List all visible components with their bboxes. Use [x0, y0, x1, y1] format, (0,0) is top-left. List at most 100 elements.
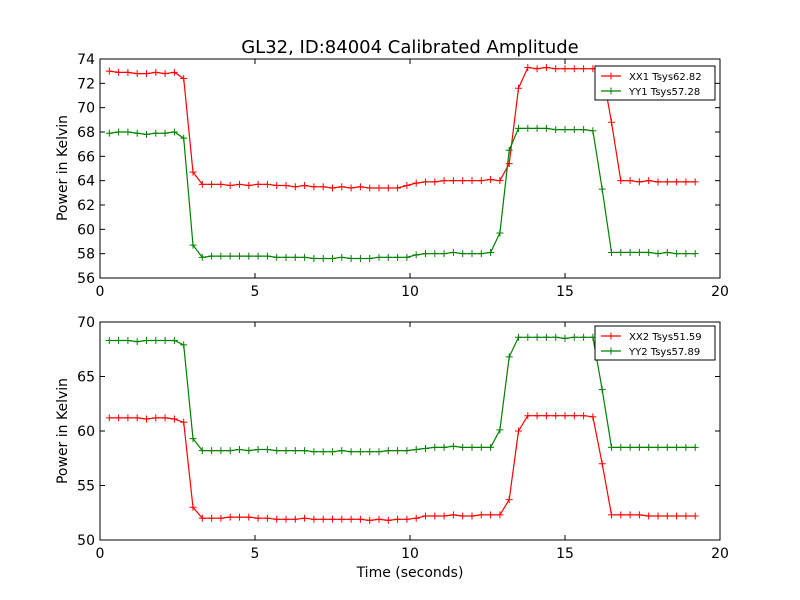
data-point-marker	[180, 74, 188, 82]
data-point-marker	[617, 177, 625, 185]
data-point-marker	[310, 515, 318, 523]
data-point-marker	[133, 414, 141, 422]
data-point-marker	[542, 124, 550, 132]
data-point-marker	[394, 253, 402, 261]
data-point-marker	[356, 183, 364, 191]
data-point-marker	[515, 333, 522, 341]
data-point-marker	[561, 126, 569, 134]
data-point-marker	[208, 252, 216, 260]
data-point-marker	[487, 511, 495, 519]
data-point-marker	[143, 337, 150, 345]
data-point-marker	[617, 511, 625, 519]
x-tick-label: 0	[96, 284, 105, 300]
data-point-marker	[226, 513, 234, 521]
data-point-marker	[291, 183, 299, 191]
data-point-marker	[403, 447, 411, 455]
data-point-marker	[115, 68, 123, 76]
x-tick-label: 15	[556, 546, 574, 562]
data-point-marker	[273, 447, 281, 455]
x-tick-label: 10	[401, 284, 419, 300]
data-point-marker	[673, 250, 681, 258]
data-point-marker	[217, 252, 225, 260]
legend-marker	[607, 332, 615, 340]
data-point-marker	[366, 184, 374, 192]
data-point-marker	[440, 443, 448, 451]
data-point-marker	[654, 178, 662, 186]
data-point-marker	[412, 179, 420, 187]
series-1-group	[105, 412, 699, 524]
data-point-marker	[152, 337, 160, 345]
data-point-marker	[542, 412, 550, 420]
data-point-marker	[561, 412, 569, 420]
data-point-marker	[263, 180, 271, 188]
data-point-marker	[189, 168, 197, 176]
data-point-marker	[663, 178, 671, 186]
data-point-marker	[375, 448, 383, 456]
data-point-marker	[431, 512, 439, 520]
data-point-marker	[654, 512, 662, 520]
y-tick-label: 70	[77, 315, 95, 331]
y-tick-label: 72	[77, 76, 95, 92]
data-point-marker	[431, 443, 439, 451]
x-tick-label: 15	[556, 284, 574, 300]
series-line-yy1	[109, 127, 696, 260]
data-point-marker	[608, 511, 615, 519]
data-point-marker	[375, 184, 383, 192]
data-point-marker	[552, 412, 560, 420]
y-tick-label: 68	[77, 125, 95, 141]
data-point-marker	[635, 511, 643, 519]
data-point-marker	[375, 253, 383, 261]
data-point-marker	[608, 248, 615, 256]
data-point-marker	[449, 511, 457, 519]
data-point-marker	[189, 241, 197, 249]
legend-box	[594, 325, 716, 361]
data-point-marker	[282, 182, 290, 190]
data-point-marker	[329, 184, 336, 192]
data-point-marker	[422, 178, 429, 186]
data-point-marker	[589, 413, 597, 421]
data-point-marker	[598, 185, 606, 193]
data-point-marker	[496, 511, 504, 519]
y-tick-label: 55	[77, 479, 95, 495]
data-point-marker	[570, 126, 578, 134]
y-tick-label: 66	[77, 149, 95, 165]
data-point-marker	[412, 514, 420, 522]
y-tick-label: 65	[77, 370, 95, 386]
y-tick-label: 60	[77, 424, 95, 440]
data-point-marker	[329, 448, 336, 456]
data-point-marker	[254, 514, 262, 522]
data-point-marker	[347, 448, 355, 456]
data-point-marker	[366, 516, 374, 524]
data-point-marker	[515, 84, 522, 92]
data-point-marker	[496, 426, 504, 434]
data-point-marker	[487, 248, 495, 256]
data-point-marker	[468, 177, 476, 185]
data-point-marker	[468, 512, 476, 520]
data-point-marker	[691, 443, 699, 451]
data-point-marker	[366, 448, 374, 456]
data-point-marker	[431, 250, 439, 258]
data-point-marker	[477, 443, 485, 451]
data-point-marker	[236, 252, 243, 260]
data-point-marker	[384, 184, 392, 192]
x-tick-label: 5	[251, 284, 260, 300]
data-point-marker	[217, 514, 225, 522]
data-point-marker	[561, 334, 569, 342]
data-point-marker	[254, 252, 262, 260]
data-point-marker	[673, 443, 681, 451]
series-2-group	[105, 333, 699, 456]
data-point-marker	[245, 252, 253, 260]
data-point-marker	[338, 447, 346, 455]
data-point-marker	[505, 496, 513, 504]
data-point-marker	[263, 514, 271, 522]
data-point-marker	[338, 253, 346, 261]
data-point-marker	[161, 70, 169, 78]
data-point-marker	[626, 177, 634, 185]
data-point-marker	[347, 255, 355, 263]
data-point-marker	[170, 415, 178, 423]
data-point-marker	[626, 511, 634, 519]
data-point-marker	[161, 414, 169, 422]
data-point-marker	[570, 65, 578, 73]
data-point-marker	[254, 446, 262, 454]
data-point-marker	[608, 443, 615, 451]
